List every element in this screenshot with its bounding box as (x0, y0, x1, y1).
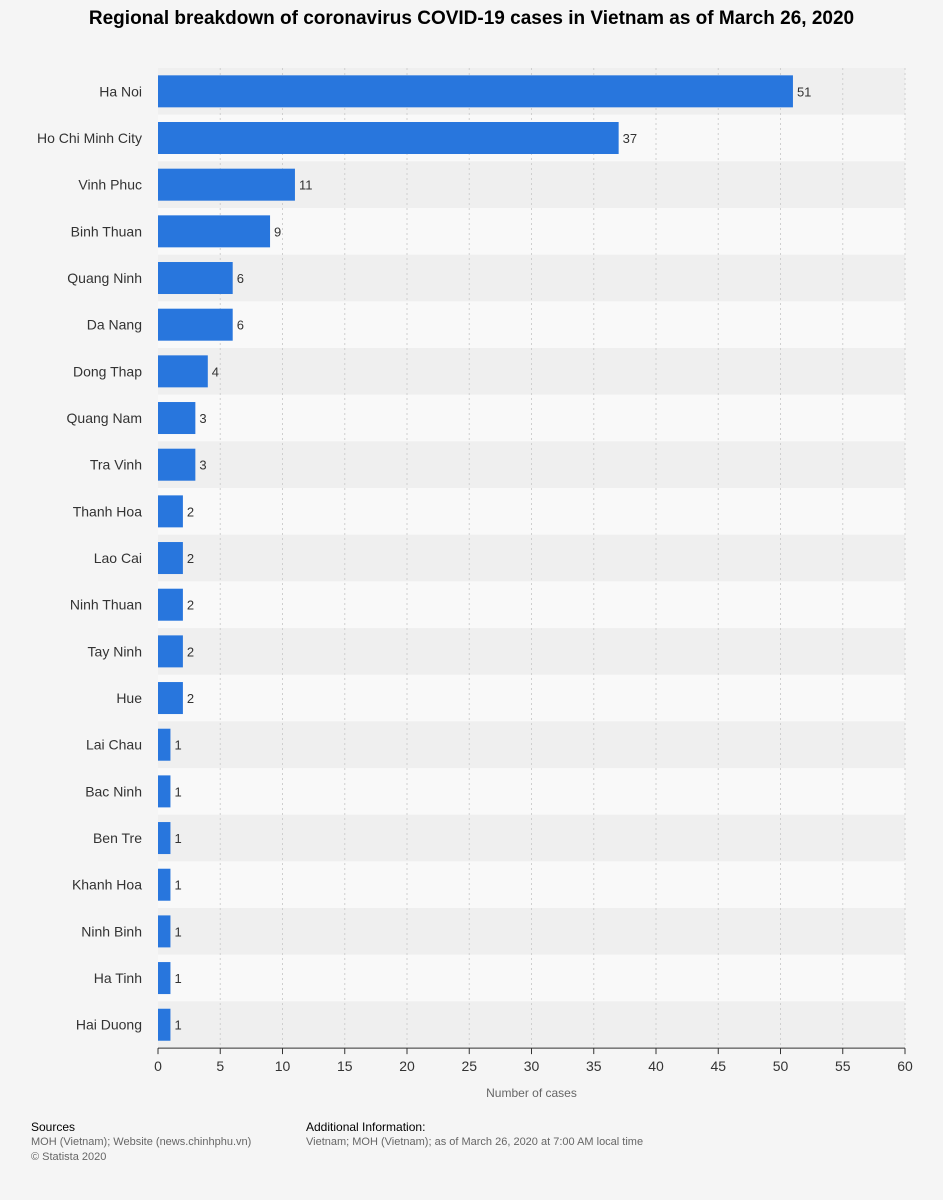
additional-info-heading: Additional Information: (306, 1120, 426, 1134)
category-label: Dong Thap (73, 363, 142, 379)
bar (158, 402, 196, 435)
additional-info-text: Vietnam; MOH (Vietnam); as of March 26, … (306, 1136, 644, 1148)
row-band (158, 908, 905, 955)
bar (158, 122, 619, 155)
category-label: Quang Nam (67, 410, 142, 426)
category-label: Vinh Phuc (78, 177, 142, 193)
data-label: 3 (199, 411, 206, 426)
data-label: 6 (237, 271, 244, 286)
bar (158, 822, 171, 855)
category-label: Bac Ninh (85, 783, 142, 799)
category-label: Da Nang (87, 317, 142, 333)
data-label: 2 (187, 598, 194, 613)
x-tick-label: 20 (399, 1058, 415, 1074)
category-label: Quang Ninh (67, 270, 142, 286)
category-label: Tay Ninh (88, 643, 142, 659)
row-band (158, 348, 905, 395)
data-label: 6 (237, 318, 244, 333)
bar (158, 775, 171, 808)
data-label: 1 (174, 831, 181, 846)
x-tick-label: 10 (275, 1058, 291, 1074)
category-label: Hue (116, 690, 142, 706)
x-tick-label: 0 (154, 1058, 162, 1074)
data-label: 2 (187, 504, 194, 519)
category-label: Hai Duong (76, 1017, 142, 1033)
category-label: Ninh Binh (81, 923, 142, 939)
data-label: 9 (274, 224, 281, 239)
sources-heading: Sources (31, 1120, 76, 1134)
data-label: 1 (174, 878, 181, 893)
additional-info-block: Additional Information: Vietnam; MOH (Vi… (306, 1120, 643, 1150)
category-label: Lao Cai (94, 550, 142, 566)
row-band (158, 208, 905, 255)
x-tick-label: 55 (835, 1058, 851, 1074)
bar (158, 728, 171, 761)
data-label: 3 (199, 458, 206, 473)
data-label: 4 (212, 364, 219, 379)
category-label: Ha Noi (99, 83, 142, 99)
bar (158, 168, 295, 201)
data-label: 2 (187, 691, 194, 706)
bar (158, 1008, 171, 1041)
x-tick-label: 25 (461, 1058, 477, 1074)
data-label: 2 (187, 551, 194, 566)
copyright-text: © Statista 2020 (31, 1151, 107, 1163)
bar (158, 262, 233, 295)
x-tick-label: 30 (524, 1058, 540, 1074)
category-label: Thanh Hoa (73, 503, 142, 519)
category-label: Binh Thuan (71, 223, 142, 239)
bar (158, 75, 793, 108)
sources-block: Sources MOH (Vietnam); Website (news.chi… (31, 1120, 251, 1165)
bar (158, 962, 171, 995)
data-label: 1 (174, 738, 181, 753)
x-tick-label: 45 (710, 1058, 726, 1074)
category-label: Ho Chi Minh City (37, 130, 142, 146)
category-label: Tra Vinh (90, 457, 142, 473)
category-label: Ha Tinh (94, 970, 142, 986)
x-tick-label: 60 (897, 1058, 913, 1074)
bar (158, 682, 183, 715)
category-label: Ninh Thuan (70, 597, 142, 613)
x-tick-label: 15 (337, 1058, 353, 1074)
data-label: 51 (797, 84, 811, 99)
bar (158, 915, 171, 948)
data-label: 2 (187, 644, 194, 659)
data-label: 37 (623, 131, 637, 146)
bar (158, 542, 183, 575)
bar (158, 635, 183, 668)
bar (158, 355, 208, 388)
data-label: 1 (174, 784, 181, 799)
x-tick-label: 5 (216, 1058, 224, 1074)
x-tick-label: 40 (648, 1058, 664, 1074)
bar (158, 215, 271, 248)
category-label: Khanh Hoa (72, 877, 142, 893)
x-tick-label: 35 (586, 1058, 602, 1074)
row-band (158, 488, 905, 535)
chart-title: Regional breakdown of coronavirus COVID-… (88, 8, 855, 29)
bar (158, 495, 183, 528)
bar (158, 868, 171, 901)
data-label: 1 (174, 1018, 181, 1033)
x-axis-title: Number of cases (486, 1086, 577, 1100)
category-label: Lai Chau (86, 737, 142, 753)
row-band (158, 628, 905, 675)
sources-text: MOH (Vietnam); Website (news.chinhphu.vn… (31, 1136, 252, 1148)
data-label: 1 (174, 971, 181, 986)
data-label: 11 (299, 178, 313, 193)
x-tick-label: 50 (773, 1058, 789, 1074)
bar (158, 308, 233, 341)
category-label: Ben Tre (93, 830, 142, 846)
row-band (158, 768, 905, 815)
data-label: 1 (174, 924, 181, 939)
bar (158, 588, 183, 621)
bar (158, 448, 196, 481)
